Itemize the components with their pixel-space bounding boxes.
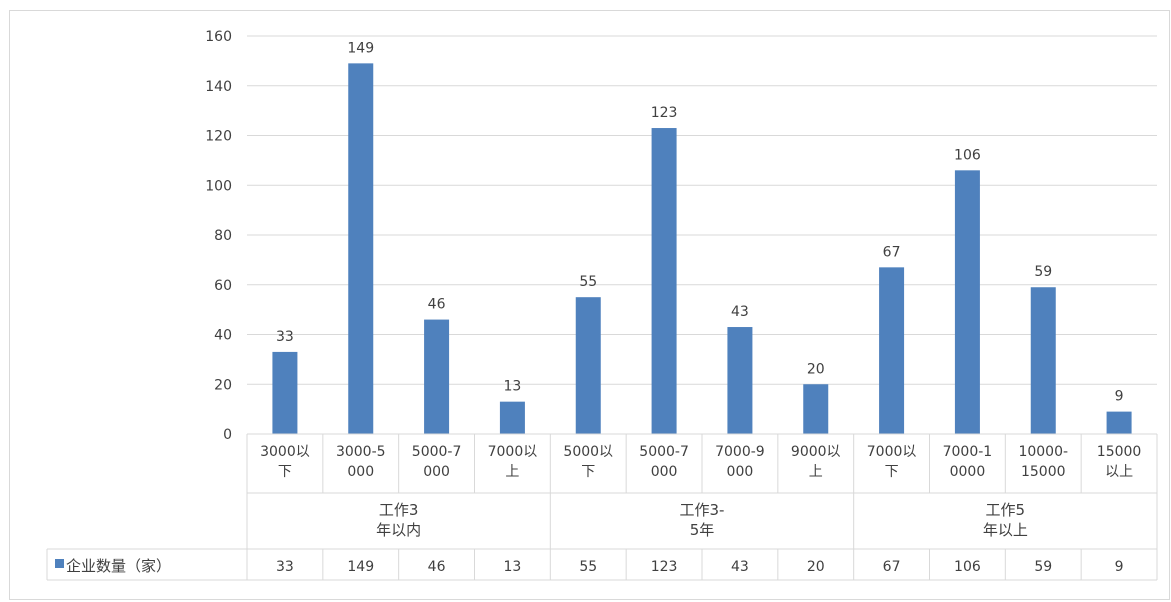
bars [272,63,1132,435]
y-tick-label: 160 [205,29,232,45]
category-label: 0000 [950,464,986,480]
category-label: 7000-1 [943,444,993,460]
y-tick-label: 40 [214,328,232,344]
table-value: 149 [347,559,374,575]
bar [575,297,601,434]
category-label: 7000-9 [715,444,765,460]
table-value: 20 [807,559,825,575]
category-label: 15000 [1097,444,1142,460]
bar [1030,287,1056,434]
y-tick-label: 80 [214,228,232,244]
table-value: 13 [504,559,522,575]
table-value: 123 [651,559,678,575]
category-label: 上 [505,464,519,480]
data-label: 43 [731,304,749,320]
legend-label: 企业数量（家） [66,557,171,575]
gridlines [247,35,1157,435]
category-label: 000 [423,464,450,480]
data-labels: 33 149 46 13 55 123 43 20 67 106 59 9 [276,40,1124,404]
category-label: 9000以 [791,444,841,460]
category-label: 3000以 [260,444,310,460]
category-label: 000 [727,464,754,480]
category-label: 下 [581,464,595,480]
y-tick-label: 140 [205,79,232,95]
y-tick-label: 0 [223,427,232,443]
data-label: 67 [883,244,901,260]
group-label: 5年 [690,521,715,539]
bar [727,327,753,434]
category-label: 以上 [1105,464,1133,480]
table-value: 59 [1034,559,1052,575]
data-label: 55 [579,274,597,290]
data-label: 123 [651,105,678,121]
bar [272,351,298,434]
data-label: 33 [276,329,294,345]
table-value: 9 [1115,559,1124,575]
y-tick-label: 120 [205,129,232,145]
category-label: 000 [651,464,678,480]
category-label: 7000以 [867,444,917,460]
table-value: 43 [731,559,749,575]
category-label: 5000以 [563,444,613,460]
y-tick-label: 60 [214,278,232,294]
category-label: 上 [809,464,823,480]
bar [954,170,980,434]
data-label: 9 [1115,389,1124,405]
group-label: 工作3- [680,501,725,519]
y-axis: 0 20 40 60 80 100 120 140 160 [205,29,232,443]
category-label: 下 [278,464,292,480]
category-label: 7000以 [488,444,538,460]
data-label: 20 [807,361,825,377]
category-label: 5000-7 [639,444,689,460]
bar [424,319,450,434]
data-label: 59 [1034,264,1052,280]
bar [803,384,829,434]
group-label: 年以内 [376,521,421,539]
table-value: 67 [883,559,901,575]
table-value: 46 [428,559,446,575]
table-value: 33 [276,559,294,575]
group-label: 工作3 [379,501,419,519]
category-label: 3000-5 [336,444,386,460]
chart-frame: 0 20 40 60 80 100 120 140 160 33 149 46 13 55 123 43 20… [9,10,1170,600]
category-label: 下 [885,464,899,480]
bar [499,401,525,434]
bar [1106,411,1132,434]
data-label: 106 [954,147,981,163]
category-label: 10000- [1018,444,1068,460]
bar [651,128,677,434]
table-value: 106 [954,559,981,575]
data-label: 149 [347,40,374,56]
group-label: 年以上 [983,521,1028,539]
category-label: 5000-7 [412,444,462,460]
data-label: 46 [428,297,446,313]
bar [348,63,374,435]
group-label: 工作5 [986,501,1026,519]
table-value: 55 [579,559,597,575]
y-tick-label: 100 [205,178,232,194]
data-label: 13 [504,379,522,395]
bar-chart: 0 20 40 60 80 100 120 140 160 33 149 46 13 55 123 43 20… [46,29,1158,581]
bar [879,267,905,434]
legend-key [55,559,64,568]
category-label: 000 [347,464,374,480]
category-label: 15000 [1021,464,1066,480]
y-tick-label: 20 [214,377,232,393]
